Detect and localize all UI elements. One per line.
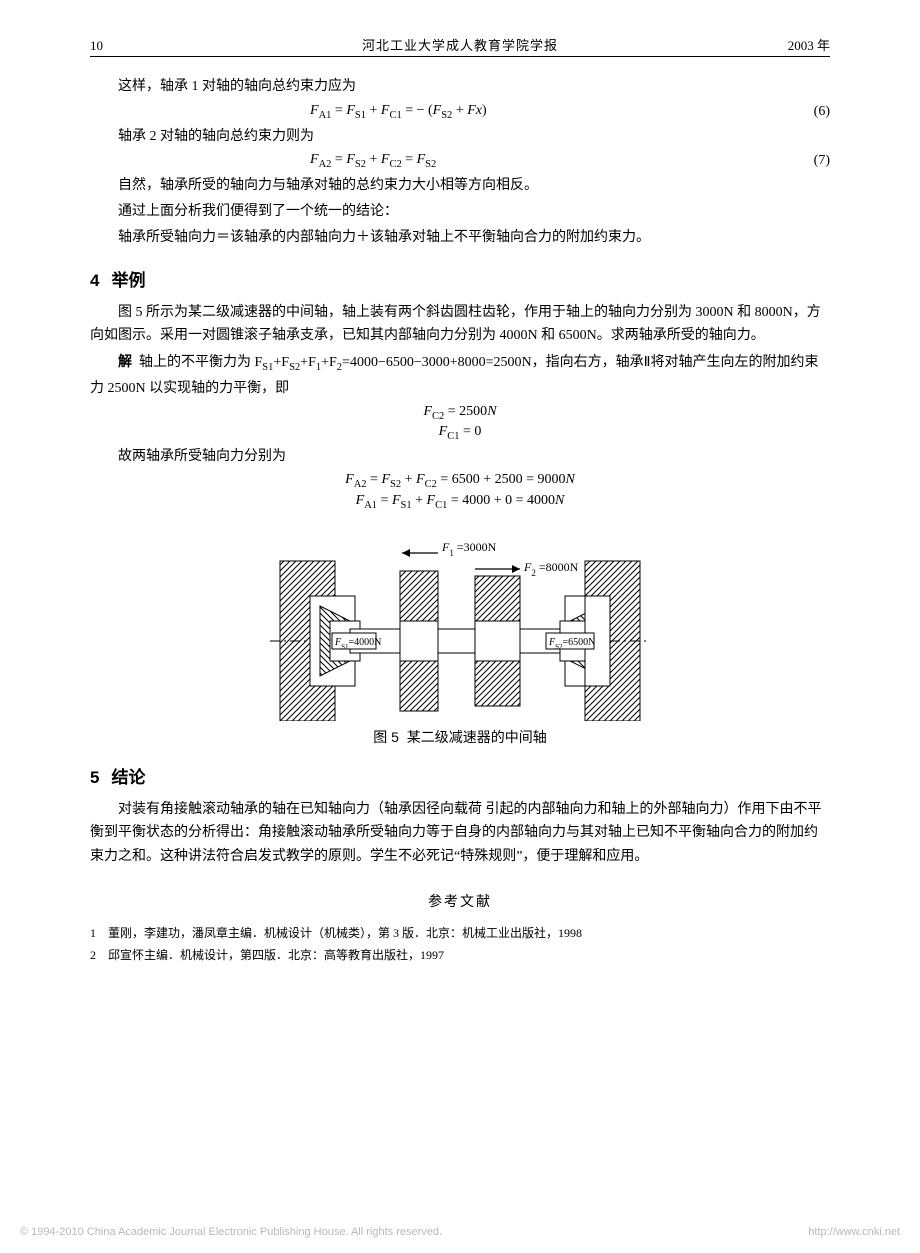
figure-5-caption-text: 某二级减速器的中间轴 [407, 729, 547, 745]
section-4-heading: 4 举例 [90, 266, 830, 291]
figure-5-caption: 图 5 某二级减速器的中间轴 [90, 727, 830, 747]
para-5: 轴承所受轴向力＝该轴承的内部轴向力＋该轴承对轴上不平衡轴向合力的附加约束力。 [90, 226, 830, 250]
equation-fc1: FC1 = 0 [90, 424, 830, 442]
reference-2: 2邱宣怀主编．机械设计，第四版．北京：高等教育出版社，1997 [90, 945, 830, 967]
sec4-para-3: 故两轴承所受轴向力分别为 [90, 445, 830, 469]
sec5-para-1: 对装有角接触滚动轴承的轴在已知轴向力（轴承因径向载荷 引起的内部轴向力和轴上的外… [90, 798, 830, 869]
references-heading: 参考文献 [90, 891, 830, 911]
figure-5-svg: F1 =3000N F2 =8000N FS1=4000N FS2=6500N [270, 521, 650, 721]
equation-6: FA1 = FS1 + FC1 = − (FS2 + Fx) [310, 103, 780, 121]
section-4-number: 4 [90, 271, 99, 290]
equation-fc2: FC2 = 2500N [90, 404, 830, 422]
figure-5-caption-no: 图 5 [373, 729, 399, 745]
equation-fa2: FA2 = FS2 + FC2 = 6500 + 2500 = 9000N [90, 472, 830, 490]
section-5-title: 结论 [111, 768, 145, 787]
equation-7-number: (7) [780, 153, 830, 169]
reference-1: 1董刚，李建功，潘凤章主编．机械设计（机械类），第 3 版．北京：机械工业出版社… [90, 923, 830, 945]
page-footer: © 1994-2010 China Academic Journal Elect… [20, 1226, 900, 1238]
section-5-heading: 5 结论 [90, 763, 830, 788]
reference-1-text: 董刚，李建功，潘凤章主编．机械设计（机械类），第 3 版．北京：机械工业出版社，… [108, 926, 582, 940]
para-4: 通过上面分析我们便得到了一个统一的结论： [90, 200, 830, 224]
equation-fa1: FA1 = FS1 + FC1 = 4000 + 0 = 4000N [90, 493, 830, 511]
sec4-para-2: 解 轴上的不平衡力为 FS1+FS2+F1+F2=4000−6500−3000+… [90, 350, 830, 400]
para-lead-2: 轴承 2 对轴的轴向总约束力则为 [90, 125, 830, 149]
fig-label-f2: F2 =8000N [523, 560, 579, 578]
para-3: 自然，轴承所受的轴向力与轴承对轴的总约束力大小相等方向相反。 [90, 174, 830, 198]
sec4-para-2-text: 轴上的不平衡力为 FS1+FS2+F1+F2=4000−6500−3000+80… [90, 355, 819, 396]
para-lead-1: 这样，轴承 1 对轴的轴向总约束力应为 [90, 75, 830, 99]
section-5-number: 5 [90, 768, 99, 787]
page-number: 10 [90, 38, 150, 54]
running-header: 10 河北工业大学成人教育学院学报 2003 年 [90, 35, 830, 57]
page: 10 河北工业大学成人教育学院学报 2003 年 这样，轴承 1 对轴的轴向总约… [0, 0, 920, 1250]
journal-title: 河北工业大学成人教育学院学报 [150, 35, 770, 54]
figure-5: F1 =3000N F2 =8000N FS1=4000N FS2=6500N … [90, 521, 830, 747]
equation-6-row: FA1 = FS1 + FC1 = − (FS2 + Fx) (6) [90, 103, 830, 121]
equation-7-row: FA2 = FS2 + FC2 = FS2 (7) [90, 152, 830, 170]
footer-url: http://www.cnki.net [808, 1226, 900, 1238]
section-4-title: 举例 [111, 271, 145, 290]
header-year: 2003 年 [770, 35, 830, 54]
solution-label: 解 [118, 353, 132, 369]
sec4-para-1: 图 5 所示为某二级减速器的中间轴，轴上装有两个斜齿圆柱齿轮，作用于轴上的轴向力… [90, 301, 830, 349]
reference-2-text: 邱宣怀主编．机械设计，第四版．北京：高等教育出版社，1997 [108, 948, 444, 962]
equation-7: FA2 = FS2 + FC2 = FS2 [310, 152, 780, 170]
equation-6-number: (6) [780, 104, 830, 120]
footer-copyright: © 1994-2010 China Academic Journal Elect… [20, 1226, 442, 1238]
fig-label-f1: F1 =3000N [441, 540, 497, 558]
